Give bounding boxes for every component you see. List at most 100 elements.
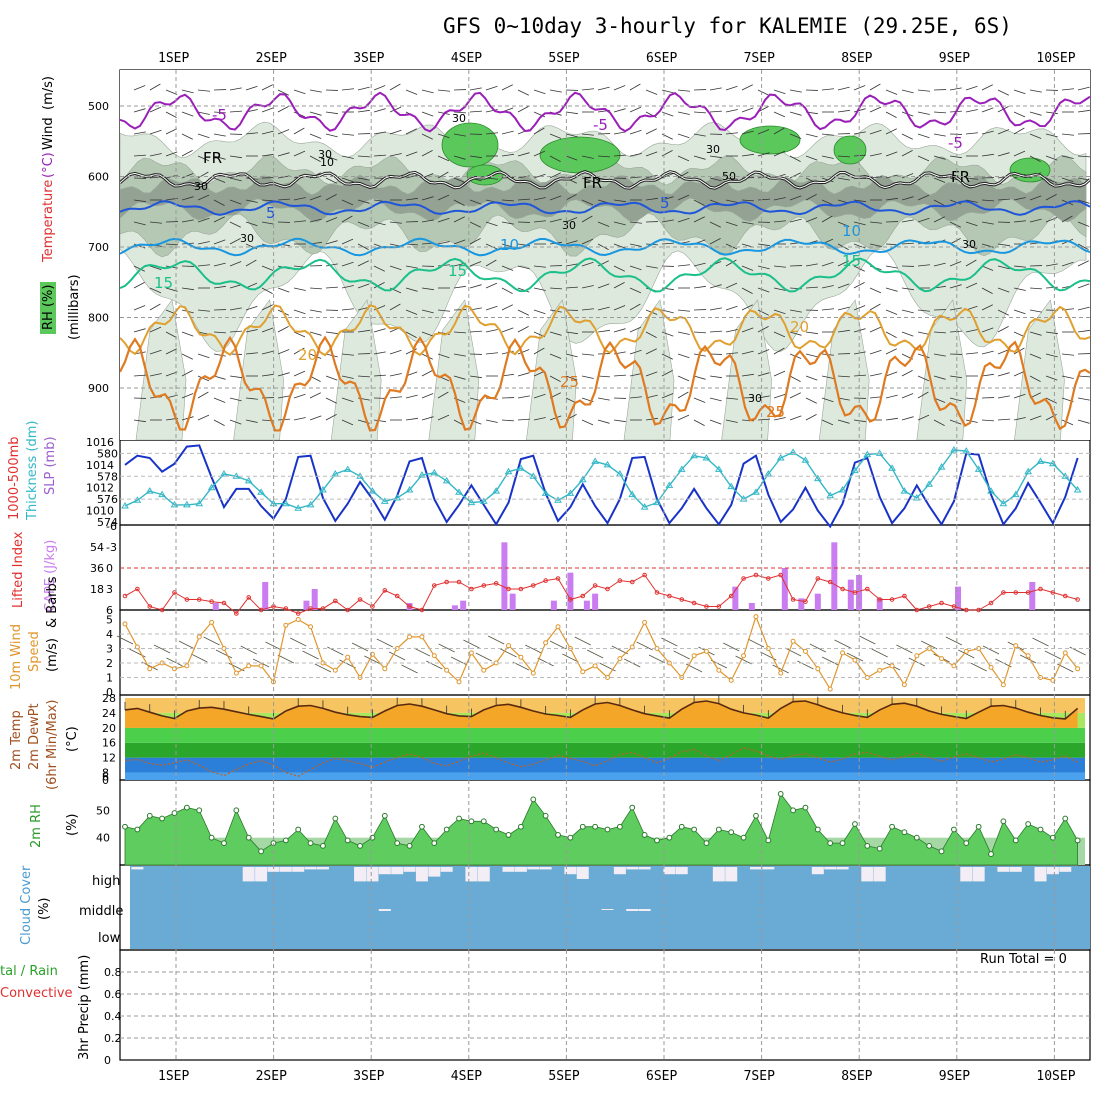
wind-barb xyxy=(821,308,834,311)
wind-barb xyxy=(757,198,770,201)
wind-barb xyxy=(149,106,162,113)
wind-barb-10m xyxy=(178,640,196,650)
wind-barb xyxy=(293,331,306,338)
wind-barb xyxy=(293,309,306,315)
wind-barb xyxy=(325,111,338,115)
wind-barb xyxy=(933,177,946,183)
wind-barb xyxy=(293,127,305,135)
wind-barb xyxy=(565,263,578,267)
wind-speed-point xyxy=(332,667,338,673)
wind-barb xyxy=(533,309,546,315)
wind-barb xyxy=(373,131,386,135)
wind-barb xyxy=(693,419,705,426)
contour-label: FR xyxy=(203,149,222,167)
li-point xyxy=(728,593,734,599)
wind-barb xyxy=(725,352,738,355)
rh-point xyxy=(307,840,314,847)
wind-barb-10m xyxy=(500,648,517,658)
wind-speed-point xyxy=(778,670,784,676)
wind-barb xyxy=(597,329,610,333)
wind-barb xyxy=(981,130,994,135)
precip-axis-label: 3hr Precip (mm) xyxy=(77,955,92,1060)
wind-barb xyxy=(693,133,706,137)
wind-barb xyxy=(645,371,658,377)
wind-barb xyxy=(165,371,178,377)
cape-bar xyxy=(814,593,821,610)
thickness-point xyxy=(925,480,934,487)
cloud-high-cell xyxy=(824,867,837,870)
contour-5 xyxy=(120,200,1090,216)
rh-2m-label: 2m RH xyxy=(29,804,44,848)
rh-point xyxy=(913,834,920,841)
li-point xyxy=(122,593,128,599)
wind-barb xyxy=(837,283,850,289)
li-point xyxy=(951,604,957,609)
wind-barb xyxy=(725,259,737,267)
wind-barb xyxy=(853,199,866,203)
wind-barb xyxy=(885,287,898,292)
thickness-tick: 576 xyxy=(97,493,118,506)
wind-speed-point xyxy=(209,619,215,625)
wind-barb xyxy=(629,106,642,113)
wind-barb xyxy=(421,111,434,117)
rh-point xyxy=(344,837,351,844)
wind-barb xyxy=(1029,89,1042,93)
wind-barb xyxy=(597,375,610,378)
thickness-point xyxy=(554,496,562,503)
run-total: Run Total = 0 xyxy=(980,952,1067,967)
wind-barb-10m xyxy=(166,657,183,667)
wind-barb xyxy=(997,309,1009,316)
wind-barb-10m xyxy=(735,655,752,665)
wind-barb xyxy=(901,133,913,140)
wind-barb xyxy=(341,285,354,289)
wind-barb xyxy=(917,194,930,201)
wind-barb xyxy=(773,89,786,95)
thickness-label: 1000-500mb xyxy=(7,436,22,520)
slp-tick: 1016 xyxy=(86,436,114,449)
wind-barb xyxy=(501,199,514,202)
cape-bar xyxy=(781,568,788,610)
wind-barb xyxy=(901,331,914,337)
wind-barb xyxy=(1045,217,1058,223)
cloud-high-cell xyxy=(366,867,379,882)
cape-bar xyxy=(583,600,590,610)
wind-barb xyxy=(645,197,658,201)
wind-barb xyxy=(341,353,354,356)
wind-barb xyxy=(901,393,914,399)
thickness-point xyxy=(257,488,265,495)
wind-barb xyxy=(341,261,354,267)
cape-bar xyxy=(451,605,458,610)
wind-barb xyxy=(405,243,418,246)
wind-barb xyxy=(1045,111,1058,115)
wind-barb xyxy=(581,215,593,223)
wind-barb xyxy=(229,177,242,182)
wind-barb-10m xyxy=(438,643,455,653)
wind-barb xyxy=(661,219,674,223)
wind-tick: 1 xyxy=(106,672,113,685)
wind-speed-point xyxy=(753,614,759,620)
cloud-high-cell xyxy=(712,867,725,882)
top-day-label: 5SEP xyxy=(548,51,579,66)
wind-barb xyxy=(901,219,914,223)
cloud-high-cell xyxy=(564,867,577,875)
wind-barb xyxy=(805,194,817,201)
slp-line xyxy=(124,444,1079,529)
wind-barb xyxy=(485,305,498,311)
wind-barb xyxy=(309,309,322,313)
li-point xyxy=(914,607,920,613)
wind-barb xyxy=(197,217,210,223)
wind-barb xyxy=(789,375,801,382)
pressure-axis-label: (millibars) xyxy=(67,274,82,340)
wind-barb xyxy=(645,128,657,135)
wind-barb xyxy=(917,391,929,399)
wind-barb xyxy=(245,221,258,227)
thickness-point xyxy=(343,465,352,472)
wind-barb xyxy=(565,286,578,289)
wind-barb xyxy=(725,243,738,250)
li-point xyxy=(481,583,487,588)
wind-barb-10m xyxy=(562,653,579,663)
wind-barb xyxy=(789,309,802,313)
wind-barb xyxy=(821,419,834,426)
li-point xyxy=(865,586,870,592)
li-point xyxy=(456,579,462,585)
